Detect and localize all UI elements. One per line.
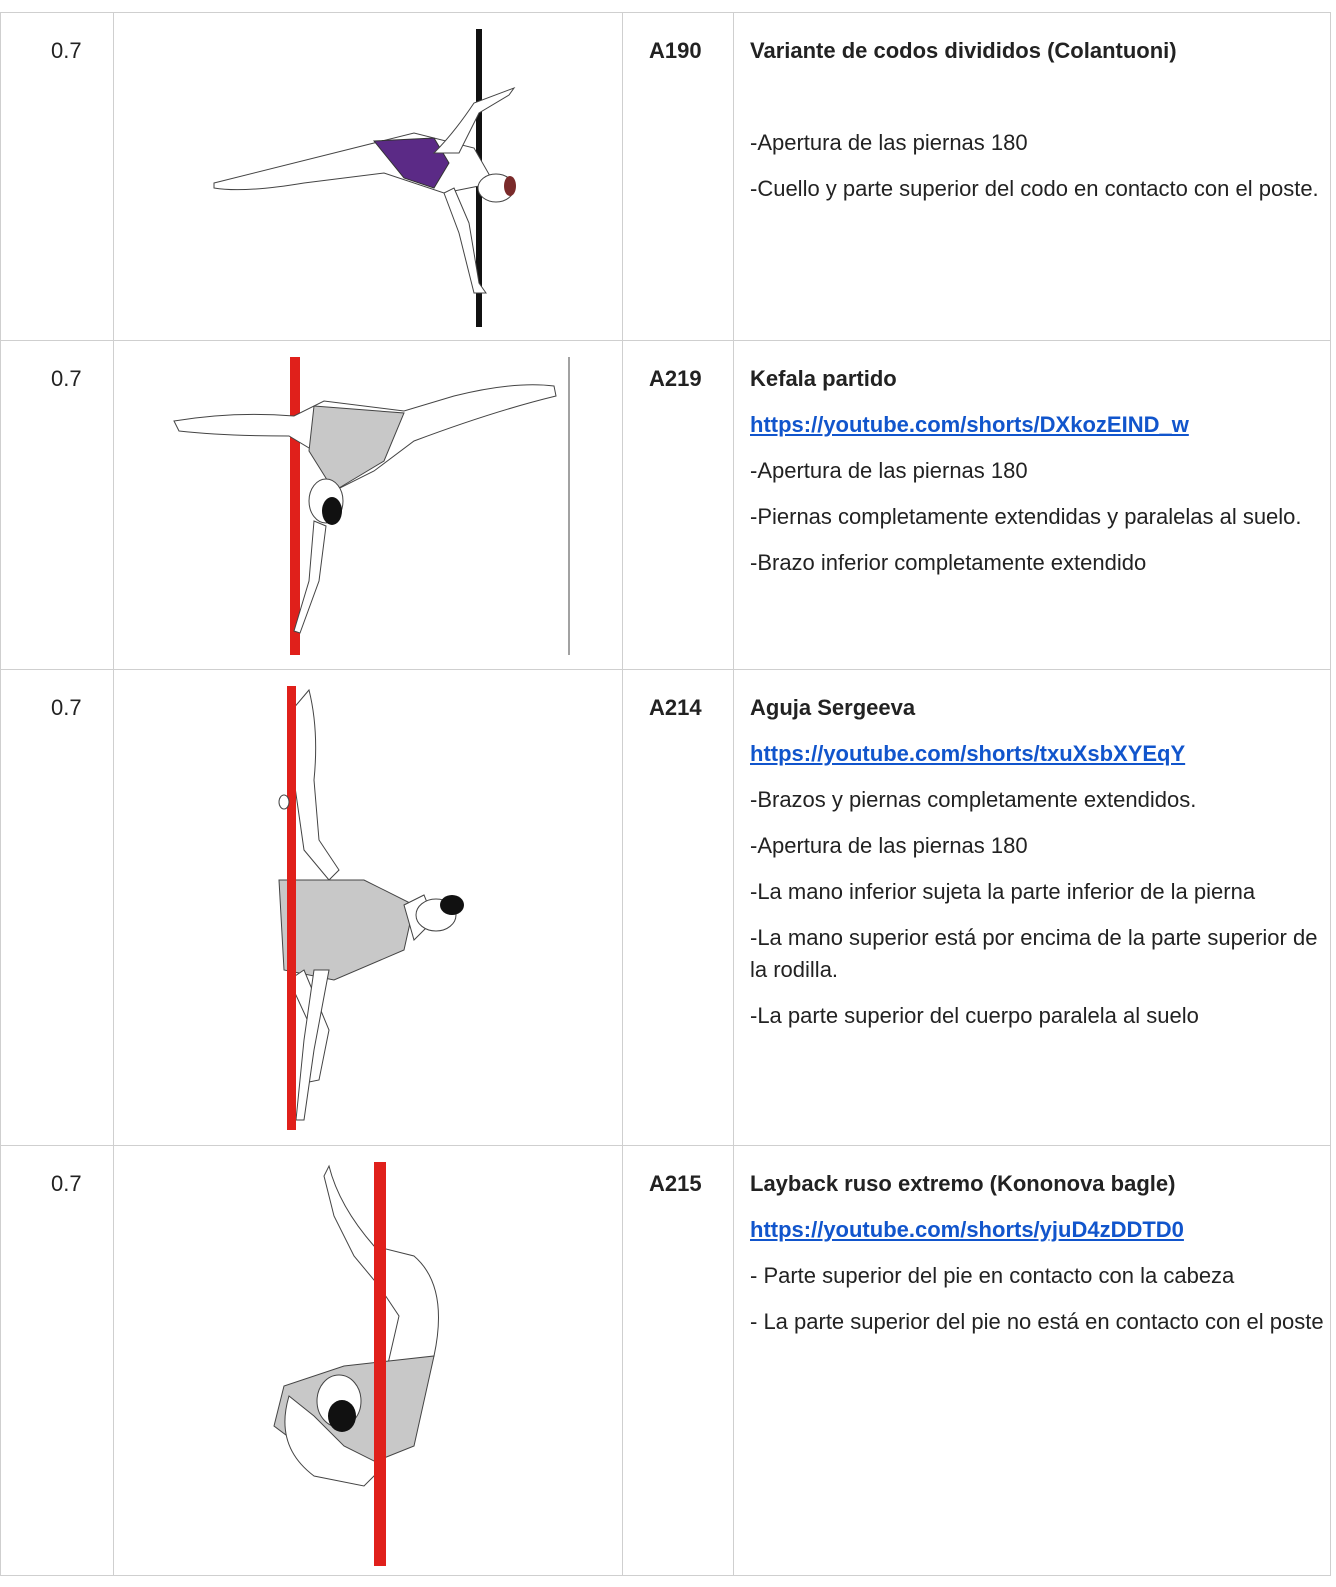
criterion: -La mano inferior sujeta la parte inferi… [750, 879, 1256, 904]
criterion: -Cuello y parte superior del codo en con… [750, 176, 1319, 201]
image-cell [113, 340, 623, 670]
row-title: Aguja Sergeeva [750, 695, 916, 720]
code: A219 [649, 366, 702, 391]
spacer [750, 81, 1330, 127]
code-cell: A214 [622, 669, 734, 1146]
criterion: - La parte superior del pie no está en c… [750, 1309, 1324, 1334]
image-cell [113, 12, 623, 341]
criterion: -Apertura de las piernas 180 [750, 833, 1028, 858]
score: 0.7 [51, 695, 82, 720]
elements-table: 0.7 A190 Variante de codos divididos (Co… [0, 12, 1331, 1576]
row-title: Variante de codos divididos (Colantuoni) [750, 38, 1177, 63]
code-cell: A219 [622, 340, 734, 670]
criterion: -La parte superior del cuerpo paralela a… [750, 1003, 1199, 1028]
score-cell: 0.7 [0, 1145, 114, 1576]
table-row: 0.7 A214 Aguja Sergeeva https://youtube.c… [0, 669, 1331, 1146]
video-link[interactable]: https://youtube.com/shorts/DXkozEIND_w [750, 412, 1189, 437]
image-cell [113, 669, 623, 1146]
score: 0.7 [51, 38, 82, 63]
score: 0.7 [51, 366, 82, 391]
table-row: 0.7 A219 Kefala partido https://youtube.c… [0, 340, 1331, 670]
table-row: 0.7 A215 Layback ruso extremo (Kononova … [0, 1145, 1331, 1576]
description-cell: Layback ruso extremo (Kononova bagle) htt… [733, 1145, 1331, 1576]
description-cell: Kefala partido https://youtube.com/shorts… [733, 340, 1331, 670]
description-cell: Variante de codos divididos (Colantuoni)… [733, 12, 1331, 341]
criterion: -Apertura de las piernas 180 [750, 130, 1028, 155]
row-title: Kefala partido [750, 366, 897, 391]
criterion: -Apertura de las piernas 180 [750, 458, 1028, 483]
pose-illustration [173, 357, 570, 655]
page: 0.7 A190 Variante de codos divididos (Co… [0, 12, 1336, 1587]
description-cell: Aguja Sergeeva https://youtube.com/shorts… [733, 669, 1331, 1146]
criterion: -Piernas completamente extendidas y para… [750, 504, 1302, 529]
criterion: - Parte superior del pie en contacto con… [750, 1263, 1235, 1288]
pose-illustration [278, 686, 464, 1130]
code-cell: A190 [622, 12, 734, 341]
criterion: -Brazos y piernas completamente extendid… [750, 787, 1197, 812]
image-cell [113, 1145, 623, 1576]
score: 0.7 [51, 1171, 82, 1196]
score-cell: 0.7 [0, 340, 114, 670]
video-link[interactable]: https://youtube.com/shorts/txuXsbXYEqY [750, 741, 1186, 766]
code: A215 [649, 1171, 702, 1196]
code: A214 [649, 695, 702, 720]
criterion: -La mano superior está por encima de la … [750, 925, 1318, 982]
code: A190 [649, 38, 702, 63]
score-cell: 0.7 [0, 12, 114, 341]
pose-illustration [213, 29, 516, 327]
criterion: -Brazo inferior completamente extendido [750, 550, 1147, 575]
table-row: 0.7 A190 Variante de codos divididos (Co… [0, 12, 1331, 341]
score-cell: 0.7 [0, 669, 114, 1146]
pose-illustration [273, 1162, 439, 1566]
row-title: Layback ruso extremo (Kononova bagle) [750, 1171, 1176, 1196]
video-link[interactable]: https://youtube.com/shorts/yjuD4zDDTD0 [750, 1217, 1184, 1242]
code-cell: A215 [622, 1145, 734, 1576]
table-body: 0.7 A190 Variante de codos divididos (Co… [0, 12, 1331, 1576]
